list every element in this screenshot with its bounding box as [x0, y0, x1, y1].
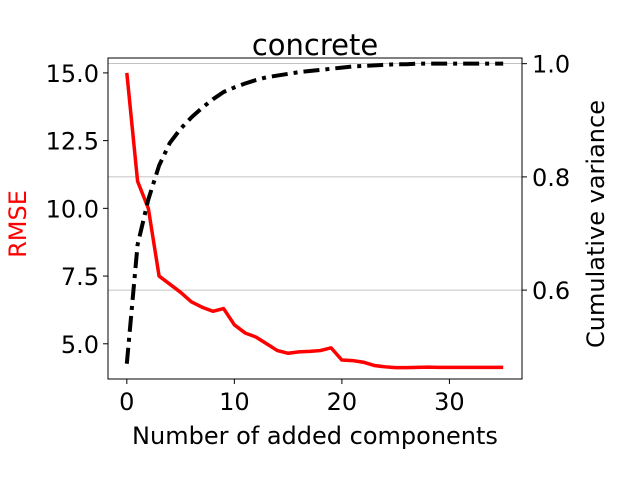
x-axis-title: Number of added components [132, 422, 498, 450]
chart-title: concrete [252, 28, 378, 62]
cumulative-variance-line [124, 61, 504, 364]
ticks: 0 10 20 30 5.0 7.5 10.0 12.5 15.0 0.6 0.8 1.0 [46, 51, 571, 416]
y-axis-right-title: Cumulative variance [582, 100, 610, 348]
y-axis-left-title: RMSE [4, 190, 32, 258]
x-tick-label: 30 [434, 388, 465, 416]
plot-frame [107, 57, 523, 380]
y-left-tick-label: 12.5 [46, 128, 99, 156]
rmse-line [125, 72, 504, 370]
y-left-tick-label: 15.0 [46, 60, 99, 88]
y-right-tick-label: 0.6 [532, 277, 570, 305]
y-left-tick-label: 5.0 [61, 331, 99, 359]
x-tick-label: 10 [219, 388, 250, 416]
y-right-tick-label: 0.8 [532, 164, 570, 192]
y-left-tick-label: 7.5 [61, 263, 99, 291]
series-layer [124, 61, 504, 370]
y-left-tick-label: 10.0 [46, 195, 99, 223]
x-tick-label: 20 [327, 388, 358, 416]
y-right-tick-label: 1.0 [532, 51, 570, 79]
x-tick-label: 0 [119, 388, 134, 416]
